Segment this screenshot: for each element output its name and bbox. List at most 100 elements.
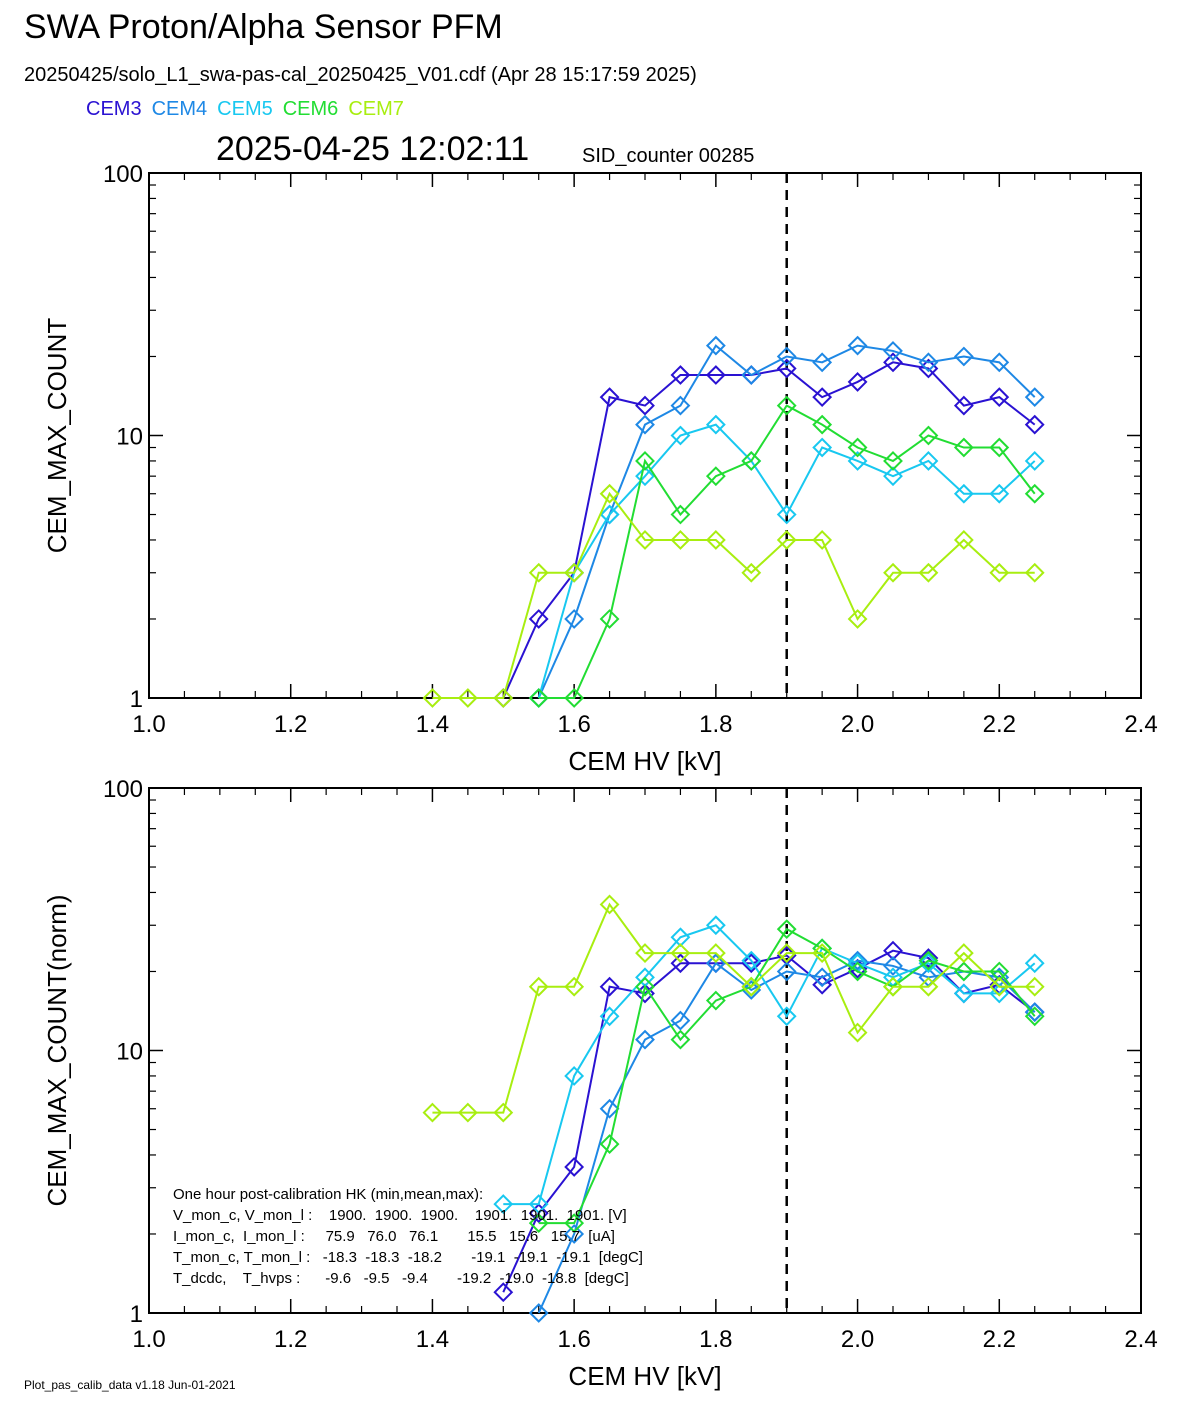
data-point-cem4: [812, 352, 833, 373]
data-point-cem4: [705, 953, 726, 974]
data-point-cem6: [741, 451, 762, 471]
data-point-cem7: [705, 530, 726, 550]
data-point-cem7: [528, 562, 549, 583]
x-tick-label: 2.2: [983, 1326, 1016, 1353]
data-point-cem3: [564, 1157, 585, 1177]
data-point-cem3: [635, 395, 655, 416]
data-point-cem4: [847, 950, 868, 971]
data-point-cem4: [1024, 387, 1045, 408]
file-subtitle: 20250425/solo_L1_swa-pas-cal_20250425_V0…: [24, 64, 697, 86]
hk-row: T_mon_c, T_mon_l : -18.3 -18.3 -18.2 -19…: [173, 1249, 643, 1266]
page-title: SWA Proton/Alpha Sensor PFM: [24, 8, 503, 46]
data-point-cem7: [705, 943, 726, 964]
data-point-cem5: [776, 1006, 797, 1027]
data-point-cem6: [776, 395, 797, 416]
legend: CEM3 CEM4 CEM5 CEM6 CEM7: [86, 98, 414, 121]
data-point-cem7: [493, 1102, 514, 1123]
data-point-cem3: [705, 365, 726, 385]
data-point-cem7: [741, 562, 762, 583]
data-point-cem5: [493, 1194, 514, 1214]
data-point-cem3: [847, 372, 868, 392]
data-point-cem6: [528, 1213, 549, 1234]
data-point-cem5: [705, 414, 726, 435]
hk-heading: One hour post-calibration HK (min,mean,m…: [173, 1186, 483, 1203]
data-point-cem5: [564, 1066, 585, 1086]
data-point-cem4: [776, 961, 797, 982]
hk-row: V_mon_c, V_mon_l : 1900. 1900. 1900. 190…: [173, 1207, 627, 1224]
data-point-cem5: [670, 425, 691, 446]
data-point-cem7: [776, 530, 797, 550]
data-point-cem4: [741, 980, 762, 1000]
y-tick-label: 100: [103, 776, 143, 803]
data-point-cem7: [847, 1022, 868, 1043]
data-point-cem4: [989, 352, 1010, 373]
data-point-cem6: [705, 466, 726, 487]
data-point-cem3: [528, 1203, 549, 1224]
x-tick-label: 1.2: [274, 1326, 307, 1353]
data-point-cem5: [705, 915, 726, 936]
data-point-cem5: [599, 1006, 620, 1027]
data-point-cem7: [883, 976, 903, 997]
data-point-cem7: [599, 483, 620, 504]
series-line-cem5: [537, 423, 1036, 699]
data-point-cem4: [953, 346, 974, 367]
series-line-cem7: [432, 491, 1035, 699]
y-axis-label: CEM_MAX_COUNT: [42, 318, 72, 554]
data-point-cem3: [493, 1282, 514, 1303]
data-point-cem5: [599, 504, 620, 525]
x-tick-label: 1.2: [274, 711, 307, 738]
data-point-cem4: [918, 352, 939, 373]
series-line-cem7: [432, 902, 1035, 1114]
data-point-cem3: [670, 953, 691, 974]
data-point-cem5: [528, 1194, 549, 1214]
data-point-cem4: [776, 346, 797, 367]
data-point-cem7: [457, 688, 478, 708]
data-point-cem7: [564, 976, 585, 997]
legend-cem5: CEM5: [217, 98, 273, 120]
data-point-cem3: [1024, 414, 1045, 435]
data-point-cem4: [564, 1224, 585, 1244]
data-point-cem6: [670, 1029, 691, 1050]
data-point-cem4: [635, 414, 655, 435]
data-point-cem7: [847, 609, 868, 629]
data-point-cem7: [599, 894, 620, 915]
data-point-cem5: [953, 483, 974, 504]
data-point-cem7: [918, 976, 939, 997]
data-point-cem6: [953, 961, 974, 982]
hk-row: I_mon_c, I_mon_l : 75.9 76.0 76.1 15.5 1…: [173, 1228, 615, 1245]
data-point-cem6: [1024, 1006, 1045, 1027]
data-point-cem7: [1024, 976, 1045, 997]
data-point-cem7: [635, 530, 655, 550]
data-point-cem3: [883, 940, 903, 961]
series-line-cem5: [503, 924, 1036, 1206]
data-point-cem6: [670, 504, 691, 525]
data-point-cem7: [422, 688, 443, 708]
data-point-cem5: [953, 983, 974, 1004]
data-point-cem7: [422, 1102, 443, 1123]
data-point-cem6: [847, 437, 868, 458]
data-point-cem5: [989, 483, 1010, 504]
data-point-cem6: [953, 437, 974, 458]
data-point-cem6: [918, 425, 939, 446]
data-point-cem3: [812, 974, 833, 995]
x-tick-label: 1.6: [557, 1326, 590, 1353]
data-point-cem3: [953, 395, 974, 416]
x-tick-label: 1.4: [416, 1326, 449, 1353]
x-axis-label: CEM HV [kV]: [568, 746, 721, 776]
data-point-cem7: [670, 943, 691, 964]
legend-cem3: CEM3: [86, 98, 142, 120]
y-tick-label: 1: [130, 686, 143, 713]
y-tick-label: 1: [130, 1301, 143, 1328]
data-point-cem5: [918, 451, 939, 471]
x-tick-label: 2.2: [983, 711, 1016, 738]
data-point-cem7: [776, 943, 797, 964]
data-point-cem4: [847, 335, 868, 356]
data-point-cem5: [883, 466, 903, 487]
data-point-cem3: [918, 948, 939, 968]
data-point-cem4: [528, 1303, 549, 1323]
data-point-cem3: [989, 387, 1010, 408]
series-line-cem4: [537, 344, 1036, 699]
y-tick-label: 100: [103, 161, 143, 188]
x-axis-label: CEM HV [kV]: [568, 1361, 721, 1391]
